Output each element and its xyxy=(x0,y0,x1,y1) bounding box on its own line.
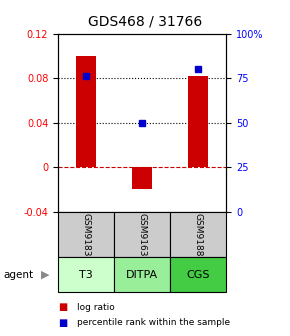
Bar xyxy=(58,212,114,257)
Text: GSM9188: GSM9188 xyxy=(194,213,203,256)
Text: DITPA: DITPA xyxy=(126,270,158,280)
Text: percentile rank within the sample: percentile rank within the sample xyxy=(77,318,230,327)
Bar xyxy=(170,212,226,257)
Text: GSM9163: GSM9163 xyxy=(137,213,147,256)
Text: GSM9183: GSM9183 xyxy=(81,213,90,256)
Text: GDS468 / 31766: GDS468 / 31766 xyxy=(88,15,202,29)
Text: ■: ■ xyxy=(58,302,67,312)
Bar xyxy=(114,257,170,292)
Text: T3: T3 xyxy=(79,270,93,280)
Bar xyxy=(170,257,226,292)
Text: CGS: CGS xyxy=(186,270,210,280)
Bar xyxy=(132,167,152,190)
Text: ▶: ▶ xyxy=(41,270,49,280)
Bar xyxy=(114,212,170,257)
Text: ■: ■ xyxy=(58,318,67,328)
Text: agent: agent xyxy=(3,270,33,280)
Bar xyxy=(76,56,96,167)
Bar xyxy=(58,257,114,292)
Bar xyxy=(188,76,208,167)
Text: log ratio: log ratio xyxy=(77,303,115,312)
